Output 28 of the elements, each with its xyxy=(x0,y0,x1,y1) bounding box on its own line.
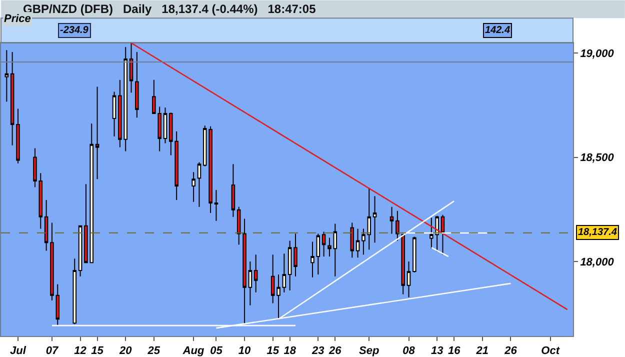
x-tick-label: 12 xyxy=(74,345,86,357)
x-tick-label: Jul xyxy=(10,345,27,357)
x-tick-label: 26 xyxy=(328,345,342,357)
x-tick-label: 25 xyxy=(146,345,161,357)
x-tick-label: 07 xyxy=(46,345,59,357)
x-tick-label: 05 xyxy=(210,345,224,357)
x-tick-label: 21 xyxy=(475,345,489,357)
ref-line-label: 18,137.4 xyxy=(578,227,618,238)
x-tick-label: 16 xyxy=(448,345,462,357)
x-tick-label: 23 xyxy=(311,345,324,357)
chart-title: GBP/NZD (DFB) Daily 18,137.4 (-0.44%) 18:47:05 xyxy=(23,2,316,16)
x-tick-label: 10 xyxy=(238,345,252,357)
x-tick-label: 15 xyxy=(91,345,104,357)
x-tick-label: 20 xyxy=(118,345,133,357)
text: -234.9 xyxy=(60,25,89,36)
x-tick-label: Sep xyxy=(359,345,380,357)
text: Price xyxy=(4,13,31,25)
y-tick-label: 19,000 xyxy=(580,48,615,60)
x-tick-label: Oct xyxy=(541,345,561,357)
x-tick-label: 15 xyxy=(266,345,280,357)
text: 142.4 xyxy=(485,25,510,36)
y-tick-label: 18,500 xyxy=(580,152,615,164)
x-tick-label: 08 xyxy=(402,345,416,357)
x-tick-label: 13 xyxy=(430,345,444,357)
x-tick-label: 26 xyxy=(504,345,518,357)
y-tick-label: 18,000 xyxy=(580,256,615,268)
x-tick-label: 18 xyxy=(284,345,297,357)
x-tick-label: Aug xyxy=(182,345,205,357)
